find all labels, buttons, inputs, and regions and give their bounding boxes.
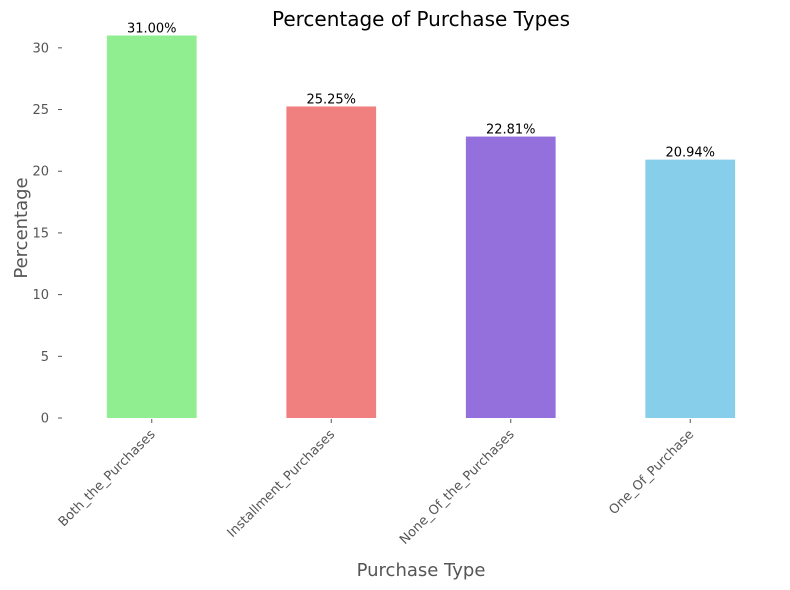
x-axis-label: Purchase Type <box>357 560 486 581</box>
y-tick-label: 25 <box>32 103 49 118</box>
chart-title: Percentage of Purchase Types <box>272 7 570 31</box>
y-tick-label: 5 <box>41 350 49 365</box>
y-tick-label: 30 <box>32 41 49 56</box>
x-tick-label: None_Of_the_Purchases <box>397 427 518 548</box>
x-tick-label: One_Of_Purchase <box>606 427 697 518</box>
bar-installment-purchases <box>286 106 377 419</box>
y-tick-label: 10 <box>32 288 49 303</box>
y-axis: 0 5 10 15 20 25 30 <box>32 41 62 427</box>
y-tick-label: 15 <box>32 226 49 241</box>
y-tick-label: 20 <box>32 165 49 180</box>
x-tick-label: Both_the_Purchases <box>56 427 159 530</box>
bar-none-of-the-purchases <box>465 136 556 419</box>
x-axis: Both_the_Purchases Installment_Purchases N… <box>56 419 697 548</box>
y-axis-label: Percentage <box>11 177 32 278</box>
bar-data-label: 20.94% <box>665 146 715 161</box>
bar-data-label: 31.00% <box>127 22 177 37</box>
y-tick-label: 0 <box>41 412 49 427</box>
bars: 31.00% 25.25% 22.81% 20.94% <box>106 22 736 419</box>
bar-both-the-purchases <box>106 35 197 418</box>
bar-data-label: 22.81% <box>486 123 536 138</box>
x-tick-label: Installment_Purchases <box>225 427 339 541</box>
bar-data-label: 25.25% <box>306 92 356 107</box>
bar-one-of-purchase <box>645 159 736 418</box>
